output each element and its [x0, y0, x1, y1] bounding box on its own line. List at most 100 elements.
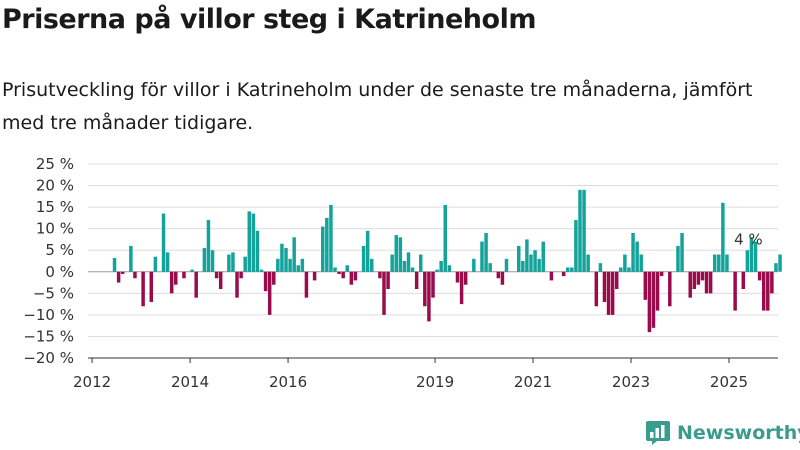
bar [210, 250, 215, 272]
bar [541, 241, 545, 272]
bar [708, 271, 713, 294]
bar [733, 271, 737, 311]
bar [549, 271, 554, 281]
bar [247, 211, 252, 272]
bar [206, 220, 211, 272]
bar [680, 232, 684, 272]
bar [504, 258, 509, 272]
bar [218, 271, 223, 290]
bar [725, 254, 729, 272]
bar [321, 226, 325, 272]
bar [231, 252, 235, 272]
bar [766, 271, 770, 311]
x-tick-label: 2016 [269, 373, 307, 391]
bar [741, 271, 746, 290]
bar [745, 250, 750, 272]
bar [484, 232, 488, 272]
y-tick-label: −15 % [23, 327, 74, 345]
bar [390, 254, 394, 272]
bar [133, 271, 137, 279]
bar [614, 271, 619, 290]
bar [239, 271, 243, 279]
bar [259, 269, 264, 272]
x-axis: 2012 2014 2016 2019 2021 2023 2025 [73, 357, 778, 391]
bar [182, 271, 186, 279]
y-tick-label: 20 % [36, 177, 74, 195]
bar [272, 271, 276, 285]
bar [521, 261, 525, 272]
bar [435, 269, 439, 272]
x-tick-label: 2021 [514, 373, 552, 391]
x-tick-label: 2025 [710, 373, 748, 391]
bar [627, 267, 631, 272]
bar [447, 265, 452, 272]
bar [288, 258, 292, 272]
bar [116, 271, 121, 283]
bar [312, 271, 317, 281]
bar [251, 213, 256, 272]
bar [361, 245, 366, 272]
bar [565, 267, 570, 272]
bar [169, 271, 174, 294]
y-tick-label: 5 % [45, 241, 74, 259]
bars [112, 189, 782, 333]
x-tick-label: 2014 [171, 373, 209, 391]
bar [300, 258, 305, 272]
bar [120, 271, 125, 274]
bar [406, 252, 411, 272]
y-tick-label: 10 % [36, 220, 74, 238]
bar [349, 271, 354, 285]
bar [668, 271, 672, 307]
bar [602, 271, 607, 302]
bar [537, 258, 541, 272]
bar [774, 263, 778, 272]
bar [394, 235, 398, 272]
bar [378, 271, 382, 279]
y-tick-label: −20 % [23, 349, 74, 367]
bar [194, 271, 198, 298]
gridlines [88, 163, 778, 359]
bar [365, 230, 370, 272]
bar [296, 265, 300, 272]
bar [561, 271, 566, 277]
bar [214, 271, 219, 279]
bar [578, 189, 582, 272]
bar [696, 271, 701, 285]
bar [263, 271, 268, 292]
bar [778, 254, 782, 272]
bar [619, 267, 623, 272]
bar [345, 265, 349, 272]
y-tick-label: 25 % [36, 155, 74, 173]
bar [325, 217, 329, 272]
bar [700, 271, 705, 281]
bar [712, 254, 717, 272]
bar [267, 271, 272, 315]
bar [704, 271, 709, 294]
bar [174, 271, 178, 285]
bar [292, 237, 296, 272]
bar [398, 237, 403, 272]
bar-chart-logo-icon [646, 421, 670, 445]
bar [161, 213, 166, 272]
bar [304, 271, 309, 298]
bar [500, 271, 505, 285]
bar [410, 267, 415, 272]
bar [414, 271, 419, 290]
bar [419, 254, 423, 272]
bar [423, 271, 427, 307]
y-tick-label: −10 % [23, 306, 74, 324]
bar [329, 204, 333, 272]
bar [480, 241, 484, 272]
y-tick-label: 15 % [36, 198, 74, 216]
bar [443, 204, 447, 272]
bar [721, 202, 725, 272]
bar [333, 267, 337, 272]
bar [141, 271, 145, 307]
bar [594, 271, 599, 307]
y-tick-label: 0 % [45, 263, 74, 281]
x-tick-label: 2019 [416, 373, 454, 391]
bar [529, 254, 533, 272]
bar [431, 271, 435, 298]
